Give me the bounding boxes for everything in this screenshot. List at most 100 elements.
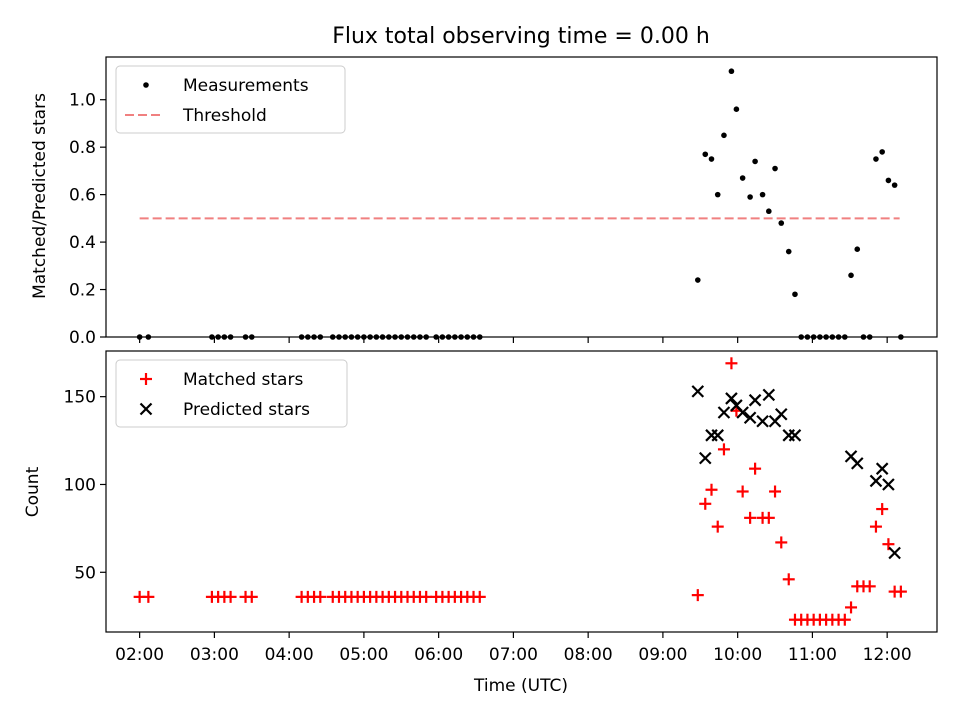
bottom-y-axis-label: Count xyxy=(23,466,43,517)
top-y-tick-label: 0.0 xyxy=(69,328,96,348)
top-y-tick-label: 0.8 xyxy=(69,138,96,158)
predicted-stars-point xyxy=(882,478,895,491)
measurements-legend-label: Measurements xyxy=(183,76,309,96)
bottom-y-tick-label: 100 xyxy=(64,475,96,495)
bottom-data xyxy=(133,357,907,626)
matched-stars-point xyxy=(711,520,724,533)
x-stroke-b xyxy=(717,406,731,419)
x-stroke-b xyxy=(788,429,802,442)
bottom-axes-frame xyxy=(105,350,938,633)
x-stroke-b xyxy=(725,392,738,405)
measurements-point xyxy=(739,175,746,181)
x-stroke-b xyxy=(888,546,901,560)
matched-stars-point xyxy=(749,462,762,475)
matched-stars-point xyxy=(725,357,738,370)
x-stroke-b xyxy=(762,388,776,402)
top-data xyxy=(136,68,904,340)
x-stroke-b xyxy=(698,451,712,465)
measurements-point xyxy=(714,191,721,198)
x-stroke-b xyxy=(748,393,762,407)
x-tick-label: 06:00 xyxy=(414,645,463,665)
matched-stars-point xyxy=(876,503,889,516)
measurements-point xyxy=(747,194,753,200)
top-y-tick-label: 0.2 xyxy=(69,281,96,301)
measurements-point xyxy=(759,191,766,198)
matched-stars-point xyxy=(691,589,704,602)
predicted-stars-point xyxy=(748,393,762,407)
top-y-tick-label: 1.0 xyxy=(69,91,96,111)
predicted-stars-point xyxy=(869,474,883,488)
matched-stars-point xyxy=(699,497,712,510)
x-tick-label: 09:00 xyxy=(638,645,687,665)
x-stroke-b xyxy=(882,478,895,491)
x-tick-label: 10:00 xyxy=(713,645,762,665)
matched-stars-point xyxy=(744,511,757,524)
matched-stars-point xyxy=(845,601,858,614)
measurements-point xyxy=(879,149,885,155)
x-tick-label: 04:00 xyxy=(265,645,314,665)
predicted-stars-legend-swatch xyxy=(139,402,153,416)
predicted-stars-point xyxy=(743,411,757,425)
measurements-point xyxy=(772,165,778,172)
matched-stars-point xyxy=(736,485,749,498)
matched-stars-point xyxy=(762,511,775,524)
measurements-point xyxy=(873,156,879,162)
predicted-stars-legend-label: Predicted stars xyxy=(183,400,310,420)
x-stroke-b xyxy=(850,457,864,470)
predicted-stars-point xyxy=(711,429,725,442)
x-tick-label: 02:00 xyxy=(115,645,164,665)
predicted-stars-point xyxy=(756,414,769,428)
matched-stars-legend-label: Matched stars xyxy=(183,370,303,390)
plot-layer: 0.0 0.2 0.4 0.6 0.8 1.0 Measurements Threshold 5… xyxy=(64,56,938,665)
x-stroke-b xyxy=(691,385,705,398)
top-legend: Measurements Threshold xyxy=(115,65,346,134)
predicted-stars-point xyxy=(736,406,749,419)
matched-stars-point xyxy=(245,590,258,603)
top-chart-title: Flux total observing time = 0.00 h xyxy=(332,24,710,49)
matched-stars-legend-swatch xyxy=(140,373,152,385)
predicted-stars-point xyxy=(717,406,731,419)
measurements-point xyxy=(848,272,854,279)
measurements-point xyxy=(728,68,735,75)
matched-stars-point xyxy=(224,590,237,603)
matched-stars-point xyxy=(473,590,486,603)
x-stroke-b xyxy=(756,414,769,428)
predicted-stars-point xyxy=(875,462,889,475)
measurements-point xyxy=(721,132,727,139)
x-tick-label: 05:00 xyxy=(339,645,388,665)
x-stroke-b xyxy=(875,462,889,475)
matched-stars-point xyxy=(894,585,907,598)
predicted-stars-point xyxy=(888,546,901,560)
x-tick-label: 03:00 xyxy=(190,645,239,665)
predicted-stars-point xyxy=(850,457,864,470)
top-axes-frame xyxy=(105,56,938,338)
matched-stars-point xyxy=(142,590,155,603)
measurements-point xyxy=(885,177,892,184)
threshold-legend-label: Threshold xyxy=(182,106,267,126)
top-y-tick-label: 0.6 xyxy=(69,186,96,206)
predicted-stars-point xyxy=(762,388,776,402)
matched-stars-point xyxy=(782,573,795,586)
x-tick-label: 07:00 xyxy=(489,645,538,665)
measurements-point xyxy=(792,291,798,298)
x-stroke-b xyxy=(736,406,749,419)
measurements-point xyxy=(766,208,772,215)
predicted-stars-point xyxy=(725,392,738,405)
bottom-y-tick-label: 50 xyxy=(74,563,96,583)
matched-stars-point xyxy=(882,538,895,551)
top-y-tick-label: 0.4 xyxy=(69,233,96,253)
top-legend-box xyxy=(115,65,346,134)
predicted-stars-point xyxy=(788,429,802,442)
predicted-stars-point xyxy=(774,407,788,421)
predicted-stars-point xyxy=(691,385,705,398)
measurements-point xyxy=(891,182,898,188)
bottom-legend-box xyxy=(115,359,348,428)
measurements-point xyxy=(752,158,758,165)
x-stroke-b xyxy=(844,450,858,463)
top-y-axis-label: Matched/Predicted stars xyxy=(30,93,50,299)
measurements-legend-swatch xyxy=(143,82,149,88)
x-stroke-b xyxy=(743,411,757,425)
measurements-point xyxy=(854,246,861,253)
measurements-point xyxy=(702,151,709,158)
x-stroke-b xyxy=(774,407,788,421)
